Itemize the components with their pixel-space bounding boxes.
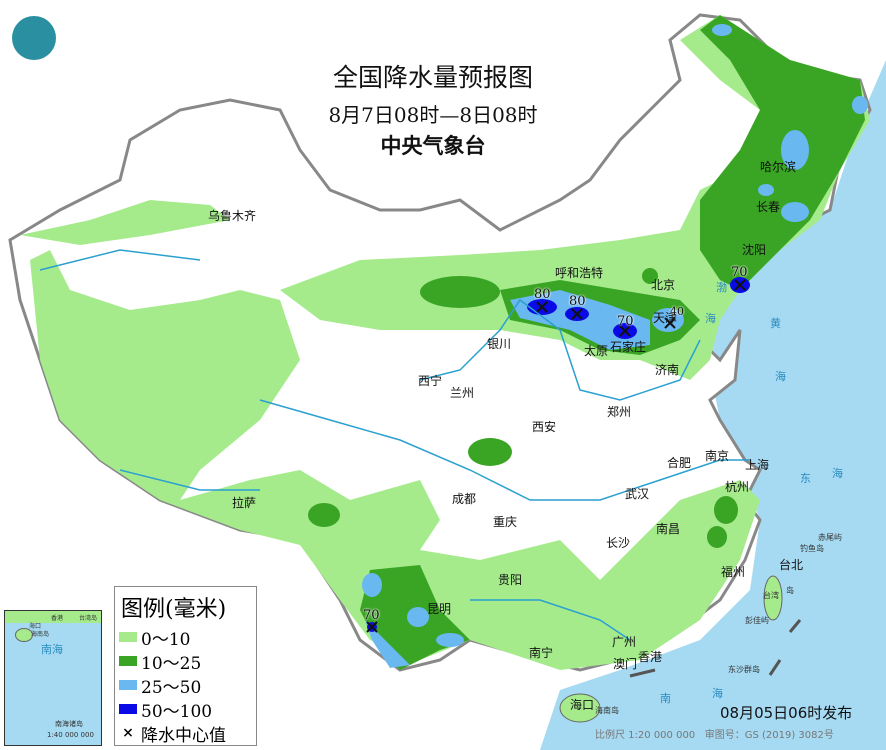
sea-label: 黄 (770, 317, 781, 330)
city-label: 海口 (570, 698, 595, 712)
city-label: 济南 (655, 363, 680, 377)
hainan-island (559, 693, 601, 723)
sea-label: 海 (705, 312, 716, 325)
city-label: 沈阳 (742, 243, 767, 257)
rain-center-value: 70 (617, 314, 634, 329)
inset-label: 南海 (41, 643, 63, 656)
city-label: 成都 (452, 492, 477, 506)
rain-center-value: 70 (363, 608, 380, 623)
rain-center-value: 40 (670, 305, 684, 318)
island-label: 海南岛 (595, 706, 619, 715)
city-label: 广州 (612, 635, 637, 649)
sea-label: 海 (712, 687, 723, 700)
sea-label: 南 (660, 692, 671, 705)
city-label: 石家庄 (610, 340, 647, 354)
footer: 比例尺 1:20 000 000 审图号：GS (2019) 3082号 (595, 726, 834, 741)
island-label: 钓鱼岛 (800, 544, 824, 553)
south-china-sea-inset: 南海 南海诸岛 海南岛 海口 香港 台湾岛 1:40 000 000 (4, 610, 102, 746)
legend-label: 0～10 (141, 629, 191, 650)
legend-item: 10～25 (119, 649, 256, 674)
issuer: 中央气象台 (380, 134, 486, 158)
legend-item: × 降水中心值 (119, 721, 256, 746)
city-label: 太原 (584, 344, 609, 358)
legend-label: 50～100 (141, 701, 213, 722)
sea-label: 渤 (716, 281, 727, 294)
inset-label: 海口 (29, 623, 42, 630)
map-title: 全国降水量预报图 (332, 63, 533, 92)
city-label: 西宁 (418, 374, 443, 388)
city-label: 杭州 (725, 480, 750, 494)
sea-label: 海 (832, 467, 843, 480)
inset-label: 台湾岛 (79, 615, 98, 622)
rain-center-value: 70 (731, 265, 748, 280)
taiwan-island (763, 575, 783, 621)
island-label: 赤尾屿 (818, 533, 842, 542)
city-label: 拉萨 (232, 496, 257, 510)
city-label: 长春 (756, 200, 781, 214)
issue-time: 08月05日06时发布 (720, 704, 853, 722)
legend-item: 50～100 (119, 697, 256, 722)
city-label: 上海 (745, 458, 770, 472)
rain-center-value: 80 (569, 294, 586, 309)
city-label: 天津 (653, 311, 678, 325)
island-label: 岛 (786, 586, 794, 595)
legend-item: 25～50 (119, 673, 256, 698)
sea-label: 海 (775, 370, 786, 383)
legend-label: 25～50 (141, 677, 202, 698)
city-label: 武汉 (625, 487, 650, 501)
legend-label: 降水中心值 (141, 725, 226, 746)
inset-label: 海南岛 (31, 631, 50, 638)
x-mark-icon: × (122, 725, 134, 741)
swatch-icon (119, 680, 137, 690)
swatch-icon (119, 704, 137, 714)
city-label: 重庆 (493, 515, 518, 529)
city-label: 北京 (651, 278, 676, 292)
city-label: 长沙 (606, 536, 631, 550)
swatch-icon (119, 632, 137, 642)
inset-scale: 1:40 000 000 (47, 731, 94, 739)
rivers (39, 249, 750, 641)
swatch-icon (119, 656, 137, 666)
legend: 图例(毫米) 0～10 10～25 25～50 50～100 × 降水中心值 (114, 586, 257, 746)
city-label: 南京 (705, 449, 730, 463)
legend-label: 10～25 (141, 653, 202, 674)
inset-land (5, 611, 101, 623)
inset-label: 南海诸岛 (55, 720, 83, 728)
city-label: 哈尔滨 (760, 160, 797, 174)
city-label: 香港 (638, 650, 663, 664)
city-label: 银川 (487, 337, 512, 351)
city-label: 合肥 (667, 456, 692, 470)
city-label: 南昌 (656, 522, 681, 536)
island-label: 彭佳屿 (745, 616, 769, 625)
approval-number: 审图号：GS (2019) 3082号 (704, 730, 834, 741)
legend-item: 0～10 (119, 625, 256, 650)
rain-center-value: 80 (534, 287, 551, 302)
city-label: 贵阳 (498, 573, 523, 587)
sea-label: 东 (800, 472, 811, 485)
city-label: 呼和浩特 (555, 266, 604, 280)
city-label: 郑州 (607, 405, 632, 419)
inset-hainan (15, 628, 33, 642)
island-label: 台湾 (763, 591, 779, 600)
city-label: 南宁 (529, 646, 554, 660)
forecast-period: 8月7日08时—8日08时 (328, 103, 538, 127)
city-label: 兰州 (450, 386, 475, 400)
city-label: 昆明 (427, 602, 452, 616)
legend-title: 图例(毫米) (121, 597, 227, 622)
city-label: 台北 (779, 558, 804, 572)
island-label: 东沙群岛 (728, 665, 760, 674)
cma-logo (12, 16, 56, 60)
city-label: 澳门 (613, 657, 638, 671)
city-label: 福州 (721, 565, 746, 579)
city-label: 西安 (532, 420, 557, 434)
inset-label: 香港 (51, 615, 64, 622)
rain-center-marks (366, 279, 746, 633)
city-label: 乌鲁木齐 (208, 209, 257, 223)
nine-dash-line (629, 619, 802, 678)
map-scale: 比例尺 1:20 000 000 (595, 730, 696, 741)
